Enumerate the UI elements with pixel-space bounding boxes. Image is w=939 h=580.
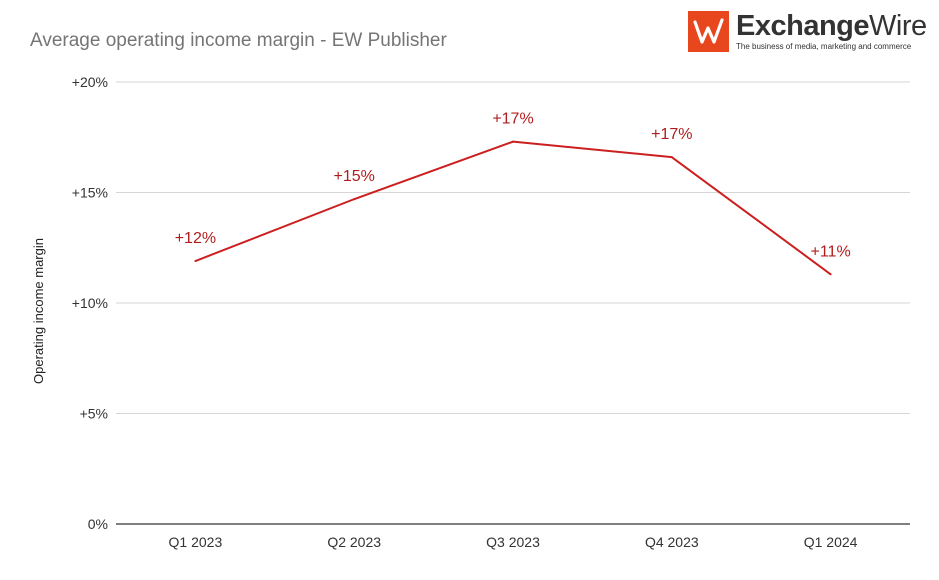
y-tick-label: +20% [72,74,108,90]
y-tick-label: +10% [72,295,108,311]
logo-tagline: The business of media, marketing and com… [736,42,912,51]
logo-name-bold: Exchange [736,10,870,42]
y-axis-label: Operating income margin [31,238,46,384]
logo-name: ExchangeWire [736,11,927,41]
x-tick-label: Q4 2023 [645,534,699,550]
gridlines [116,81,910,525]
x-tick-label: Q2 2023 [327,534,381,550]
chart-title: Average operating income margin - EW Pub… [30,30,447,51]
exchangewire-logo: ExchangeWire The business of media, mark… [688,11,927,52]
x-tick-label: Q1 2024 [804,534,858,550]
data-point [353,198,356,201]
data-point [194,260,197,263]
y-tick-labels: 0% +5% +10% +15% +20% [72,74,108,532]
data-label: +12% [175,230,216,247]
y-tick-label: +15% [72,185,108,201]
data-label: +17% [492,111,533,128]
y-tick-label: +5% [80,406,108,422]
data-point [829,273,832,276]
x-tick-label: Q3 2023 [486,534,540,550]
series-line [195,140,832,276]
data-labels: +12% +15% +17% +17% +11% [175,111,851,261]
data-label: +15% [334,168,375,185]
data-point [670,156,673,159]
x-tick-label: Q1 2023 [169,534,223,550]
data-label: +11% [811,243,851,260]
series-group [194,140,832,276]
x-tick-labels: Q1 2023 Q2 2023 Q3 2023 Q4 2023 Q1 2024 [169,534,858,550]
data-point [512,140,514,143]
logo-w-icon [688,11,729,52]
y-tick-label: 0% [88,516,108,532]
logo-name-thin: Wire [869,10,927,42]
data-label: +17% [651,126,692,143]
